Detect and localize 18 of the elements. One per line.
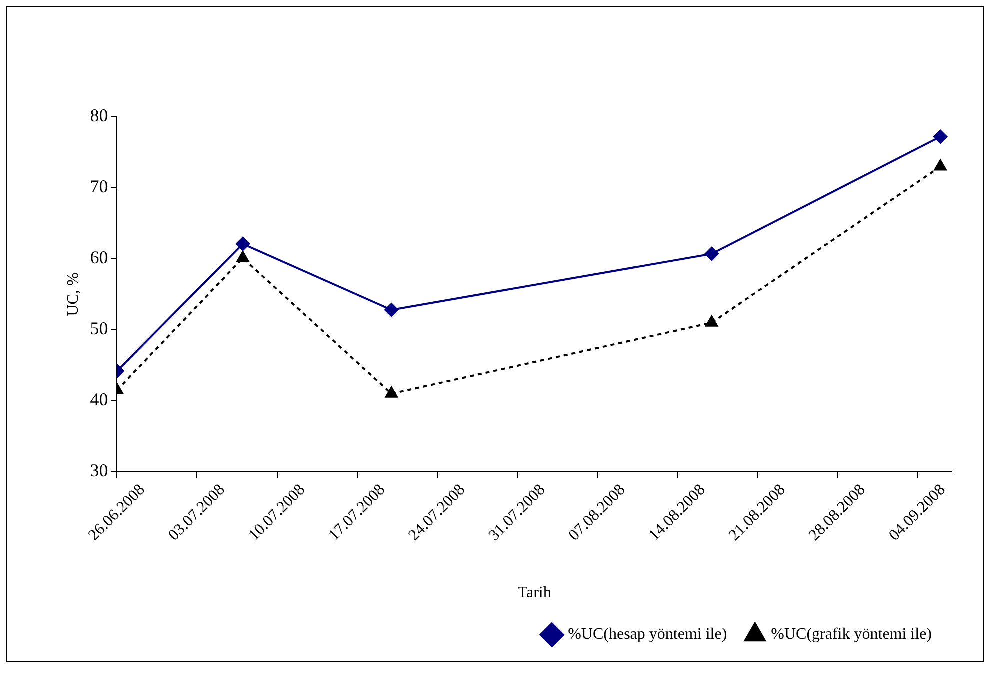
point <box>236 251 250 262</box>
point <box>236 237 250 252</box>
point <box>384 303 399 318</box>
y-tick-label: 30 <box>90 460 108 481</box>
x-axis-title: Tarih <box>518 584 552 602</box>
point <box>934 130 948 144</box>
y-tick-label: 60 <box>90 248 108 268</box>
y-tick-label: 40 <box>90 390 108 410</box>
y-tick-label: 50 <box>90 318 108 339</box>
y-axis-title: UC, % <box>64 272 82 316</box>
point <box>385 386 398 398</box>
point <box>704 247 719 262</box>
point <box>934 160 947 171</box>
legend-label: %UC(grafik yöntemi ile) <box>771 626 932 644</box>
y-tick-label: 80 <box>90 106 108 126</box>
point <box>706 316 718 327</box>
y-tick-label: 70 <box>90 176 108 197</box>
legend-label: %UC(hesap yöntemi ile) <box>568 626 728 644</box>
